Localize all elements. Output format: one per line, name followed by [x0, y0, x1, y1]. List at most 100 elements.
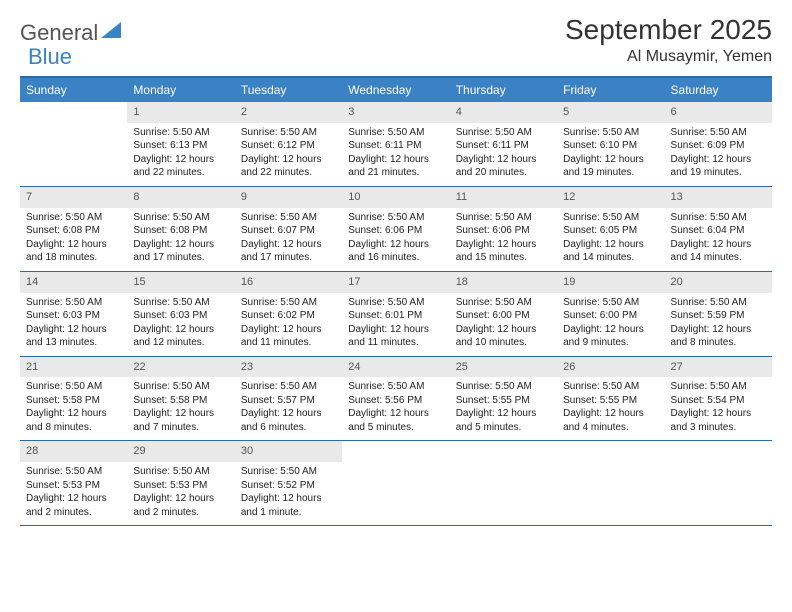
- daylight-text: Daylight: 12 hours and 3 minutes.: [671, 407, 766, 434]
- sunset-text: Sunset: 6:01 PM: [348, 309, 443, 323]
- sunset-text: Sunset: 6:02 PM: [241, 309, 336, 323]
- day-number: 8: [127, 187, 234, 208]
- daylight-text: Daylight: 12 hours and 11 minutes.: [348, 323, 443, 350]
- day-detail: Sunrise: 5:50 AMSunset: 6:01 PMDaylight:…: [342, 293, 449, 356]
- day-number: 25: [450, 357, 557, 378]
- sunrise-text: Sunrise: 5:50 AM: [241, 380, 336, 394]
- location-subtitle: Al Musaymir, Yemen: [565, 48, 772, 66]
- calendar-day-cell: [450, 441, 557, 525]
- calendar-day-cell: 6Sunrise: 5:50 AMSunset: 6:09 PMDaylight…: [665, 102, 772, 186]
- calendar-day-cell: [665, 441, 772, 525]
- sunrise-text: Sunrise: 5:50 AM: [133, 211, 228, 225]
- sunset-text: Sunset: 5:52 PM: [241, 479, 336, 493]
- day-number: 11: [450, 187, 557, 208]
- day-detail: Sunrise: 5:50 AMSunset: 6:13 PMDaylight:…: [127, 123, 234, 186]
- calendar-day-cell: 27Sunrise: 5:50 AMSunset: 5:54 PMDayligh…: [665, 357, 772, 441]
- day-detail: Sunrise: 5:50 AMSunset: 5:58 PMDaylight:…: [20, 377, 127, 440]
- calendar-day-cell: 1Sunrise: 5:50 AMSunset: 6:13 PMDaylight…: [127, 102, 234, 186]
- day-header: Sunday: [20, 78, 127, 102]
- day-detail: Sunrise: 5:50 AMSunset: 6:03 PMDaylight:…: [20, 293, 127, 356]
- day-number: 17: [342, 272, 449, 293]
- calendar-day-cell: 14Sunrise: 5:50 AMSunset: 6:03 PMDayligh…: [20, 272, 127, 356]
- sunrise-text: Sunrise: 5:50 AM: [241, 296, 336, 310]
- sunrise-text: Sunrise: 5:50 AM: [671, 211, 766, 225]
- sunrise-text: Sunrise: 5:50 AM: [133, 126, 228, 140]
- day-number: 14: [20, 272, 127, 293]
- daylight-text: Daylight: 12 hours and 14 minutes.: [671, 238, 766, 265]
- day-number: 2: [235, 102, 342, 123]
- sunrise-text: Sunrise: 5:50 AM: [671, 380, 766, 394]
- day-detail: Sunrise: 5:50 AMSunset: 6:08 PMDaylight:…: [127, 208, 234, 271]
- daylight-text: Daylight: 12 hours and 20 minutes.: [456, 153, 551, 180]
- sunrise-text: Sunrise: 5:50 AM: [563, 380, 658, 394]
- day-number: [20, 102, 127, 123]
- sunset-text: Sunset: 6:07 PM: [241, 224, 336, 238]
- sunset-text: Sunset: 6:03 PM: [133, 309, 228, 323]
- daylight-text: Daylight: 12 hours and 11 minutes.: [241, 323, 336, 350]
- header: General September 2025 Al Musaymir, Yeme…: [20, 14, 772, 66]
- calendar-day-cell: 10Sunrise: 5:50 AMSunset: 6:06 PMDayligh…: [342, 187, 449, 271]
- sunset-text: Sunset: 5:58 PM: [133, 394, 228, 408]
- day-number: 1: [127, 102, 234, 123]
- calendar-day-cell: 4Sunrise: 5:50 AMSunset: 6:11 PMDaylight…: [450, 102, 557, 186]
- day-number: 21: [20, 357, 127, 378]
- day-number: 5: [557, 102, 664, 123]
- daylight-text: Daylight: 12 hours and 22 minutes.: [133, 153, 228, 180]
- day-detail: Sunrise: 5:50 AMSunset: 6:11 PMDaylight:…: [450, 123, 557, 186]
- sunrise-text: Sunrise: 5:50 AM: [563, 296, 658, 310]
- calendar-week-row: 21Sunrise: 5:50 AMSunset: 5:58 PMDayligh…: [20, 357, 772, 442]
- day-number: 29: [127, 441, 234, 462]
- sunrise-text: Sunrise: 5:50 AM: [26, 296, 121, 310]
- sunset-text: Sunset: 6:00 PM: [456, 309, 551, 323]
- sunset-text: Sunset: 6:11 PM: [348, 139, 443, 153]
- sunrise-text: Sunrise: 5:50 AM: [563, 126, 658, 140]
- sunrise-text: Sunrise: 5:50 AM: [456, 126, 551, 140]
- day-number: 12: [557, 187, 664, 208]
- daylight-text: Daylight: 12 hours and 1 minute.: [241, 492, 336, 519]
- day-detail: Sunrise: 5:50 AMSunset: 5:59 PMDaylight:…: [665, 293, 772, 356]
- day-detail: Sunrise: 5:50 AMSunset: 5:56 PMDaylight:…: [342, 377, 449, 440]
- daylight-text: Daylight: 12 hours and 17 minutes.: [241, 238, 336, 265]
- day-number: [665, 441, 772, 462]
- page-title: September 2025: [565, 14, 772, 46]
- sunrise-text: Sunrise: 5:50 AM: [133, 296, 228, 310]
- day-number: 16: [235, 272, 342, 293]
- day-header: Thursday: [450, 78, 557, 102]
- day-header: Friday: [557, 78, 664, 102]
- sunset-text: Sunset: 5:55 PM: [456, 394, 551, 408]
- calendar-day-cell: 25Sunrise: 5:50 AMSunset: 5:55 PMDayligh…: [450, 357, 557, 441]
- daylight-text: Daylight: 12 hours and 2 minutes.: [26, 492, 121, 519]
- day-number: [450, 441, 557, 462]
- sunrise-text: Sunrise: 5:50 AM: [26, 465, 121, 479]
- sunrise-text: Sunrise: 5:50 AM: [348, 380, 443, 394]
- sunset-text: Sunset: 5:59 PM: [671, 309, 766, 323]
- sunset-text: Sunset: 5:53 PM: [133, 479, 228, 493]
- day-header: Saturday: [665, 78, 772, 102]
- logo-text-blue: Blue: [28, 44, 72, 70]
- sunset-text: Sunset: 6:00 PM: [563, 309, 658, 323]
- day-detail: Sunrise: 5:50 AMSunset: 6:03 PMDaylight:…: [127, 293, 234, 356]
- calendar-day-cell: 20Sunrise: 5:50 AMSunset: 5:59 PMDayligh…: [665, 272, 772, 356]
- sunset-text: Sunset: 6:10 PM: [563, 139, 658, 153]
- sunset-text: Sunset: 6:08 PM: [133, 224, 228, 238]
- calendar-day-cell: 22Sunrise: 5:50 AMSunset: 5:58 PMDayligh…: [127, 357, 234, 441]
- calendar-week-row: 14Sunrise: 5:50 AMSunset: 6:03 PMDayligh…: [20, 272, 772, 357]
- day-detail: Sunrise: 5:50 AMSunset: 5:55 PMDaylight:…: [557, 377, 664, 440]
- day-number: 9: [235, 187, 342, 208]
- sunrise-text: Sunrise: 5:50 AM: [348, 211, 443, 225]
- day-detail: Sunrise: 5:50 AMSunset: 6:07 PMDaylight:…: [235, 208, 342, 271]
- day-number: 20: [665, 272, 772, 293]
- sunset-text: Sunset: 5:54 PM: [671, 394, 766, 408]
- day-number: 30: [235, 441, 342, 462]
- day-number: 7: [20, 187, 127, 208]
- sunrise-text: Sunrise: 5:50 AM: [26, 211, 121, 225]
- calendar-day-cell: 8Sunrise: 5:50 AMSunset: 6:08 PMDaylight…: [127, 187, 234, 271]
- sunset-text: Sunset: 6:05 PM: [563, 224, 658, 238]
- calendar-day-cell: 29Sunrise: 5:50 AMSunset: 5:53 PMDayligh…: [127, 441, 234, 525]
- day-header: Tuesday: [235, 78, 342, 102]
- day-detail: Sunrise: 5:50 AMSunset: 5:58 PMDaylight:…: [127, 377, 234, 440]
- sunset-text: Sunset: 6:09 PM: [671, 139, 766, 153]
- daylight-text: Daylight: 12 hours and 9 minutes.: [563, 323, 658, 350]
- daylight-text: Daylight: 12 hours and 7 minutes.: [133, 407, 228, 434]
- day-number: 6: [665, 102, 772, 123]
